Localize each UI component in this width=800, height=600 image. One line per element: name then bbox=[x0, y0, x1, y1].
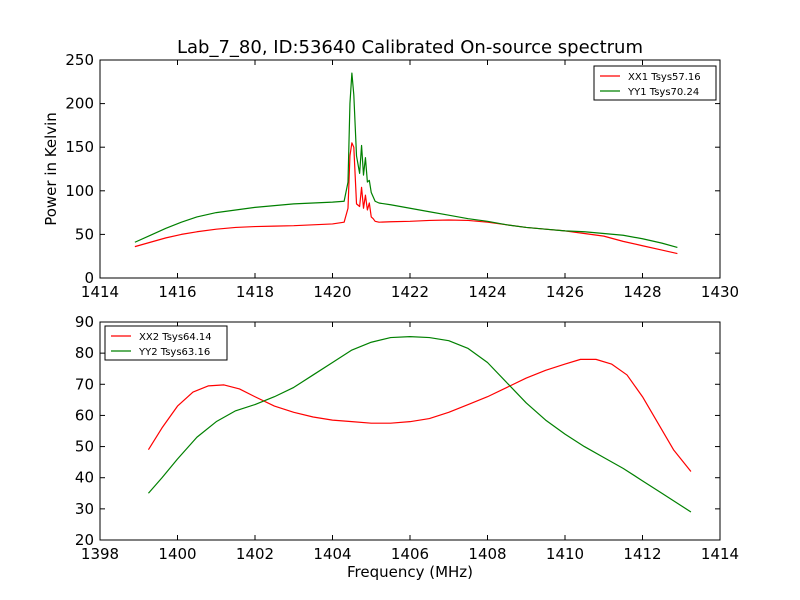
legend-frame bbox=[104, 325, 228, 361]
y-tick-label: 100 bbox=[65, 182, 94, 200]
top-plot: 1414 1416 1418 1420 1422 1424 1426 1428 1430 0 50 1… bbox=[42, 51, 739, 301]
x-tick-label: 1398 bbox=[81, 545, 119, 563]
y-tick-label: 50 bbox=[75, 438, 94, 456]
figure-title: Lab_7_80, ID:53640 Calibrated On-source … bbox=[177, 37, 643, 58]
series-line-2 bbox=[147, 336, 692, 513]
x-tick-label: 1408 bbox=[468, 545, 506, 563]
x-tick-label: 1410 bbox=[546, 545, 584, 563]
y-tick-label: 60 bbox=[75, 406, 94, 424]
y-tick-label: 50 bbox=[75, 225, 94, 243]
bottom-plot: 1398 1400 1402 1404 1406 1408 1410 1412 1414 20 30… bbox=[75, 313, 739, 581]
legend-entry: XX1 Tsys57.16 bbox=[628, 72, 701, 83]
legend: XX2 Tsys64.14 YY2 Tsys63.16 bbox=[104, 325, 228, 361]
legend-entry: YY1 Tsys70.24 bbox=[627, 87, 699, 98]
series-line-1 bbox=[147, 358, 692, 472]
y-tick-label: 0 bbox=[84, 269, 94, 287]
x-tick-label: 1420 bbox=[313, 283, 351, 301]
series-line-2 bbox=[134, 72, 678, 249]
x-tick-label: 1422 bbox=[391, 283, 429, 301]
x-axis-label: Frequency (MHz) bbox=[347, 563, 473, 581]
x-tick-label: 1428 bbox=[623, 283, 661, 301]
x-tick-label: 1402 bbox=[236, 545, 274, 563]
x-tick-label: 1424 bbox=[468, 283, 506, 301]
x-tick-label: 1404 bbox=[313, 545, 351, 563]
x-tick-label: 1406 bbox=[391, 545, 429, 563]
y-tick-label: 150 bbox=[65, 138, 94, 156]
y-tick-label: 30 bbox=[75, 500, 94, 518]
y-tick-label: 80 bbox=[75, 344, 94, 362]
y-tick-label: 250 bbox=[65, 51, 94, 69]
x-tick-label: 1412 bbox=[623, 545, 661, 563]
legend-entry: XX2 Tsys64.14 bbox=[139, 332, 212, 343]
x-tick-label: 1414 bbox=[701, 545, 739, 563]
legend-frame bbox=[593, 65, 717, 101]
legend: XX1 Tsys57.16 YY1 Tsys70.24 bbox=[593, 65, 717, 101]
x-tick-label: 1430 bbox=[701, 283, 739, 301]
x-tick-label: 1416 bbox=[158, 283, 196, 301]
y-tick-label: 200 bbox=[65, 95, 94, 113]
legend-entry: YY2 Tsys63.16 bbox=[138, 347, 210, 358]
y-tick-label: 90 bbox=[75, 313, 94, 331]
y-tick-label: 40 bbox=[75, 469, 94, 487]
x-tick-label: 1414 bbox=[81, 283, 119, 301]
x-tick-label: 1426 bbox=[546, 283, 584, 301]
y-tick-label: 20 bbox=[75, 531, 94, 549]
y-tick-label: 70 bbox=[75, 375, 94, 393]
x-tick-label: 1418 bbox=[236, 283, 274, 301]
x-tick-label: 1400 bbox=[158, 545, 196, 563]
y-axis-label: Power in Kelvin bbox=[42, 112, 60, 226]
